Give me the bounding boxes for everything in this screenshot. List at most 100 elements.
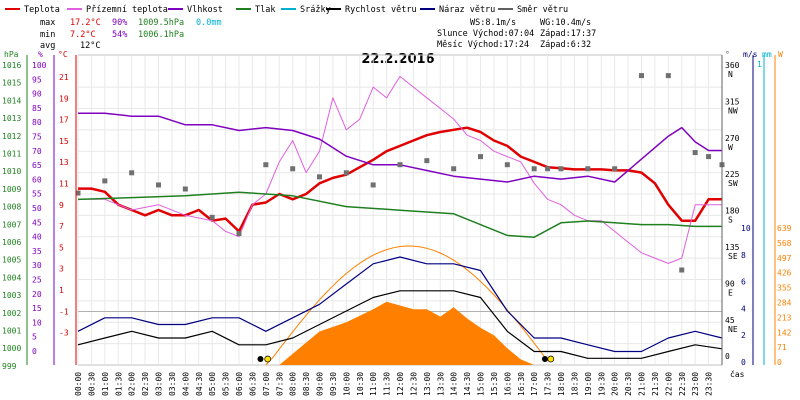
pct-tick: 10 [32, 318, 42, 327]
hpa-tick: 1011 [2, 150, 21, 159]
moonset-marker [257, 356, 264, 362]
x-tick: 00:00 [74, 372, 83, 396]
temp-tick: 3 [59, 265, 64, 274]
series-line [77, 256, 723, 353]
hpa-tick: 1004 [2, 273, 21, 282]
hpa-tick: 1006 [2, 238, 21, 247]
x-tick: 20:00 [611, 372, 620, 396]
wind-dir-point [504, 162, 510, 168]
wind-dir-point [343, 170, 349, 176]
pct-tick: 55 [32, 190, 42, 199]
x-tick: 22:00 [664, 372, 673, 396]
deg-tick: 270 [725, 134, 740, 143]
legend-label-1: Přízemní teplota [86, 5, 168, 15]
x-tick: 11:00 [369, 372, 378, 396]
x-tick: 21:00 [638, 372, 647, 396]
moonset-text: Západ:6:32 [540, 40, 591, 50]
hpa-tick: 1009 [2, 185, 21, 194]
temp-tick: 9 [59, 201, 64, 210]
wg-value: WG:10.4m/s [540, 18, 591, 28]
hpa-tick: 1015 [2, 79, 21, 88]
wind-dir-point [102, 178, 108, 184]
deg-tick-dir: SE [728, 252, 738, 261]
sunset-text: Západ:17:37 [540, 29, 596, 39]
w-tick: 497 [777, 254, 792, 263]
stat-max-temp: 17.2°C [70, 18, 101, 28]
hpa-tick: 1010 [2, 167, 21, 176]
x-tick: 21:30 [651, 372, 660, 396]
x-tick: 12:00 [396, 372, 405, 396]
pct-tick: 15 [32, 304, 42, 313]
wind-dir-point [209, 214, 215, 220]
pct-tick: 0 [32, 347, 37, 356]
temp-tick: -3 [59, 329, 69, 338]
pct-tick: 45 [32, 218, 42, 227]
stat-min-label: min [40, 30, 55, 40]
wind-dir-point [679, 267, 685, 273]
pct-tick: 40 [32, 233, 42, 242]
pct-tick: 60 [32, 175, 42, 184]
w-tick: 355 [777, 284, 792, 293]
x-tick: 05:00 [208, 372, 217, 396]
ms-tick: 0 [741, 358, 746, 367]
series-line [77, 191, 722, 238]
wind-dir-point [424, 158, 430, 164]
wind-dir-point [558, 166, 564, 172]
hpa-tick: 1008 [2, 203, 21, 212]
pct-tick: 100 [32, 61, 47, 70]
x-tick: 01:00 [101, 372, 110, 396]
w-tick: 213 [777, 313, 792, 322]
stat-max-rain: 0.0mm [196, 18, 222, 28]
deg-tick-dir: NE [728, 325, 738, 334]
pct-tick: 65 [32, 161, 42, 170]
ms-tick: 8 [741, 251, 746, 260]
w-tick: 568 [777, 239, 792, 248]
deg-tick: 225 [725, 170, 740, 179]
solar-area [279, 301, 535, 365]
mm-axis-label: mm [762, 50, 772, 59]
axes-layer: hPa1016101510141013101210111010100910081… [2, 50, 792, 396]
hpa-tick: 999 [2, 362, 17, 371]
deg-tick: 180 [725, 207, 740, 216]
x-tick: 11:30 [383, 372, 392, 396]
x-tick: 06:30 [248, 372, 257, 396]
x-tick: 17:30 [544, 372, 553, 396]
wind-dir-point [236, 231, 242, 237]
sun-moon-info: WS:8.1m/s WG:10.4m/s Slunce Východ:07:04… [437, 18, 596, 50]
pct-tick: 5 [32, 333, 37, 342]
series-layer [75, 73, 725, 363]
deg-tick-dir: SW [728, 179, 738, 188]
stat-max-hum: 90% [112, 18, 127, 28]
stat-avg-label: avg [40, 41, 55, 51]
wind-dir-point [370, 182, 376, 188]
deg-tick-dir: N [728, 70, 733, 79]
temp-tick: 19 [59, 94, 69, 103]
pct-tick: 95 [32, 75, 42, 84]
stat-max-label: max [40, 18, 55, 28]
x-tick: 23:00 [691, 372, 700, 396]
x-tick: 18:00 [557, 372, 566, 396]
x-tick: 13:30 [436, 372, 445, 396]
x-tick: 22:30 [678, 372, 687, 396]
wind-dir-point [156, 182, 161, 188]
series-line [78, 112, 722, 183]
deg-tick-dir: E [728, 288, 733, 297]
hpa-axis-label: hPa [4, 50, 19, 59]
pct-tick: 30 [32, 261, 42, 270]
sunset-marker [547, 355, 555, 363]
ms-tick: 6 [741, 278, 746, 287]
x-tick: 14:00 [450, 372, 459, 396]
hpa-tick: 1013 [2, 114, 21, 123]
w-tick: 0 [777, 358, 782, 367]
moonrise-text: Měsíc Východ:17:24 [437, 40, 529, 50]
pct-tick: 70 [32, 147, 42, 156]
x-tick: 07:00 [262, 372, 271, 396]
x-tick: 10:00 [342, 372, 351, 396]
w-tick: 142 [777, 328, 792, 337]
pct-axis-label: % [38, 50, 43, 59]
deg-tick-dir: S [728, 216, 733, 225]
x-tick: 07:30 [275, 372, 284, 396]
w-tick: 426 [777, 269, 792, 278]
x-tick: 15:00 [477, 372, 486, 396]
